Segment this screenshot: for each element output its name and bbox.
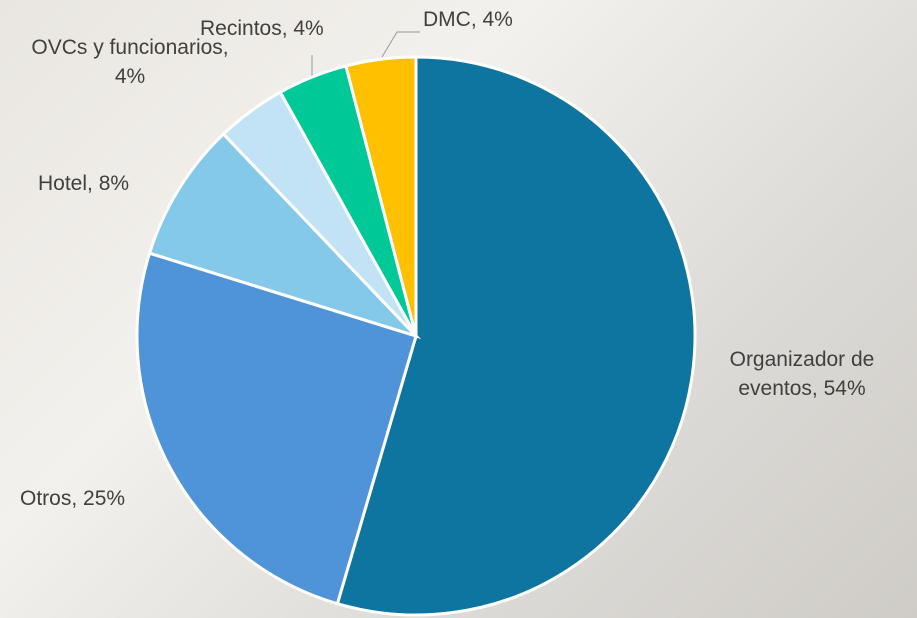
pie-slice bbox=[344, 55, 418, 337]
data-label: Hotel, 8% bbox=[38, 172, 130, 195]
pie-slice bbox=[147, 131, 422, 340]
data-label: OVCs y funcionarios, 4% bbox=[31, 36, 229, 88]
data-label: Organizador de eventos, 54% bbox=[729, 348, 875, 400]
pie-slice bbox=[335, 55, 697, 617]
data-label: Otros, 25% bbox=[20, 487, 126, 510]
data-label: Recintos, 4% bbox=[200, 17, 324, 40]
leader-line bbox=[381, 31, 420, 58]
pie-slice bbox=[135, 251, 418, 606]
data-label: DMC, 4% bbox=[423, 8, 513, 31]
